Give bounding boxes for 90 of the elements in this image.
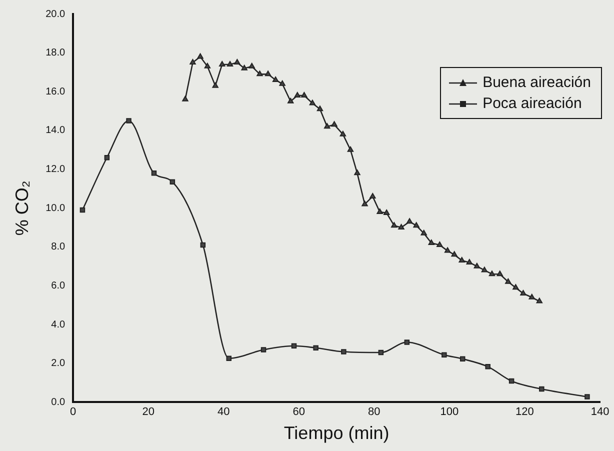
- point: [226, 60, 234, 66]
- point: [362, 200, 368, 206]
- point: [340, 130, 346, 136]
- point: [248, 62, 255, 68]
- point: [496, 270, 503, 276]
- point: [182, 96, 188, 102]
- y-tick-label: 4.0: [51, 319, 66, 330]
- point: [197, 53, 204, 59]
- point: [404, 340, 410, 345]
- x-tick-label: 100: [440, 406, 459, 418]
- y-tick-label: 10.0: [46, 202, 66, 214]
- point: [219, 60, 226, 66]
- y-tick-label: 2.0: [51, 358, 66, 370]
- point: [488, 270, 496, 276]
- point: [331, 121, 338, 127]
- point: [451, 251, 458, 257]
- y-axis-title: % CO₂: [12, 180, 32, 236]
- point: [481, 266, 488, 272]
- point: [294, 92, 300, 98]
- point: [288, 98, 294, 104]
- x-tick-label: 60: [292, 406, 306, 418]
- point: [151, 170, 157, 176]
- point: [442, 352, 447, 358]
- y-tick-label: 8.0: [51, 242, 66, 253]
- point: [398, 224, 404, 230]
- point: [347, 146, 354, 152]
- x-tick-label: 120: [516, 406, 534, 418]
- point: [508, 378, 514, 384]
- point: [391, 222, 398, 228]
- point: [420, 230, 427, 236]
- point: [170, 179, 176, 185]
- point: [520, 290, 526, 296]
- point: [291, 343, 297, 349]
- point: [126, 118, 132, 124]
- x-tick-label: 20: [142, 406, 154, 418]
- point: [528, 294, 535, 300]
- point: [428, 240, 434, 246]
- point: [370, 192, 376, 198]
- y-tick-label: 14.0: [46, 125, 66, 136]
- point: [584, 394, 590, 400]
- y-tick-label: 0.0: [51, 396, 66, 408]
- point: [444, 247, 451, 253]
- point: [466, 258, 472, 264]
- point: [324, 123, 330, 129]
- point: [104, 155, 110, 160]
- point: [485, 364, 490, 370]
- point: [512, 284, 519, 290]
- legend-label: Poca aireación: [482, 95, 582, 112]
- y-tick-label: 16.0: [46, 86, 66, 98]
- point: [376, 208, 383, 214]
- point: [316, 106, 324, 112]
- point: [539, 386, 544, 392]
- point: [458, 257, 465, 263]
- legend-label: Buena aireación: [482, 74, 591, 91]
- point: [279, 80, 286, 86]
- point: [260, 347, 266, 352]
- point: [309, 100, 316, 106]
- point: [406, 218, 413, 224]
- point: [212, 82, 218, 88]
- y-tick-label: 18.0: [46, 48, 66, 59]
- y-tick-label: 6.0: [51, 280, 66, 292]
- point: [413, 222, 420, 228]
- point: [264, 70, 272, 76]
- point: [536, 298, 542, 304]
- y-tick-label: 12.0: [46, 164, 66, 176]
- point: [383, 209, 390, 215]
- point: [80, 207, 86, 213]
- point: [436, 241, 443, 247]
- point: [204, 62, 211, 68]
- point: [272, 76, 279, 82]
- point: [256, 70, 263, 76]
- point: [460, 356, 466, 362]
- point: [354, 170, 360, 176]
- point: [226, 356, 232, 361]
- point: [505, 278, 512, 284]
- x-tick-label: 80: [368, 406, 380, 418]
- point: [234, 59, 240, 65]
- x-tick-label: 0: [70, 406, 76, 418]
- x-axis-title: Tiempo (min): [284, 423, 390, 444]
- x-tick-label: 40: [217, 406, 230, 418]
- point: [241, 64, 248, 70]
- point: [474, 262, 480, 268]
- point: [301, 92, 308, 98]
- x-tick-label: 140: [590, 406, 610, 418]
- y-tick-label: 20.0: [46, 8, 66, 20]
- point: [190, 59, 196, 65]
- point: [341, 349, 346, 354]
- point: [313, 345, 318, 350]
- point: [378, 350, 384, 356]
- point: [200, 242, 206, 248]
